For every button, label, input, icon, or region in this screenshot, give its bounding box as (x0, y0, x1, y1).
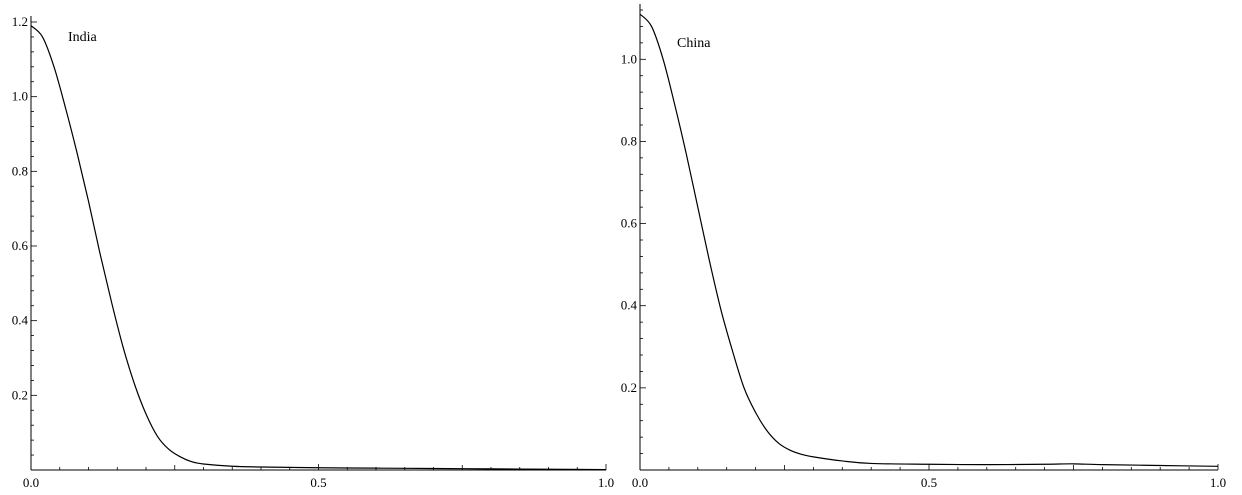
chart-1-y-tick-label: 0.2 (621, 380, 637, 395)
chart-0-y-tick-label: 0.2 (12, 387, 28, 402)
chart-0-y-tick-label: 0.4 (12, 313, 29, 328)
chart-0-annotation: India (68, 30, 98, 45)
chart-1-y-tick-label: 1.0 (621, 51, 637, 66)
chart-1-x-tick-label: 1.0 (1210, 475, 1226, 490)
chart-0-y-tick-label: 1.0 (12, 89, 28, 104)
chart-0-x-tick-label: 1.0 (598, 475, 614, 490)
chart-0-x-tick-label: 0.5 (310, 475, 326, 490)
chart-1-x-tick-label: 0.5 (921, 475, 937, 490)
chart-india: 0.0 0.5 1.0 0.2 0.4 0.6 0.8 1.0 1.2 India (12, 14, 614, 490)
chart-1-y-tick-label: 0.8 (621, 133, 637, 148)
chart-0-x-tick-label: 0.0 (23, 475, 39, 490)
chart-0-y-tick-label: 0.6 (12, 238, 29, 253)
chart-1-series-line (639, 13, 1219, 467)
chart-1-x-tick-label: 0.0 (632, 475, 648, 490)
chart-1-annotation: China (677, 36, 711, 51)
chart-0-y-tick-label: 1.2 (12, 14, 28, 29)
chart-0-y-tick-label: 0.8 (12, 163, 28, 178)
chart-china: 0.0 0.5 1.0 0.2 0.4 0.6 0.8 1.0 China (621, 4, 1226, 490)
chart-0-series-line (30, 25, 607, 471)
chart-1-y-tick-label: 0.6 (621, 216, 638, 231)
chart-1-y-tick-label: 0.4 (621, 298, 638, 313)
